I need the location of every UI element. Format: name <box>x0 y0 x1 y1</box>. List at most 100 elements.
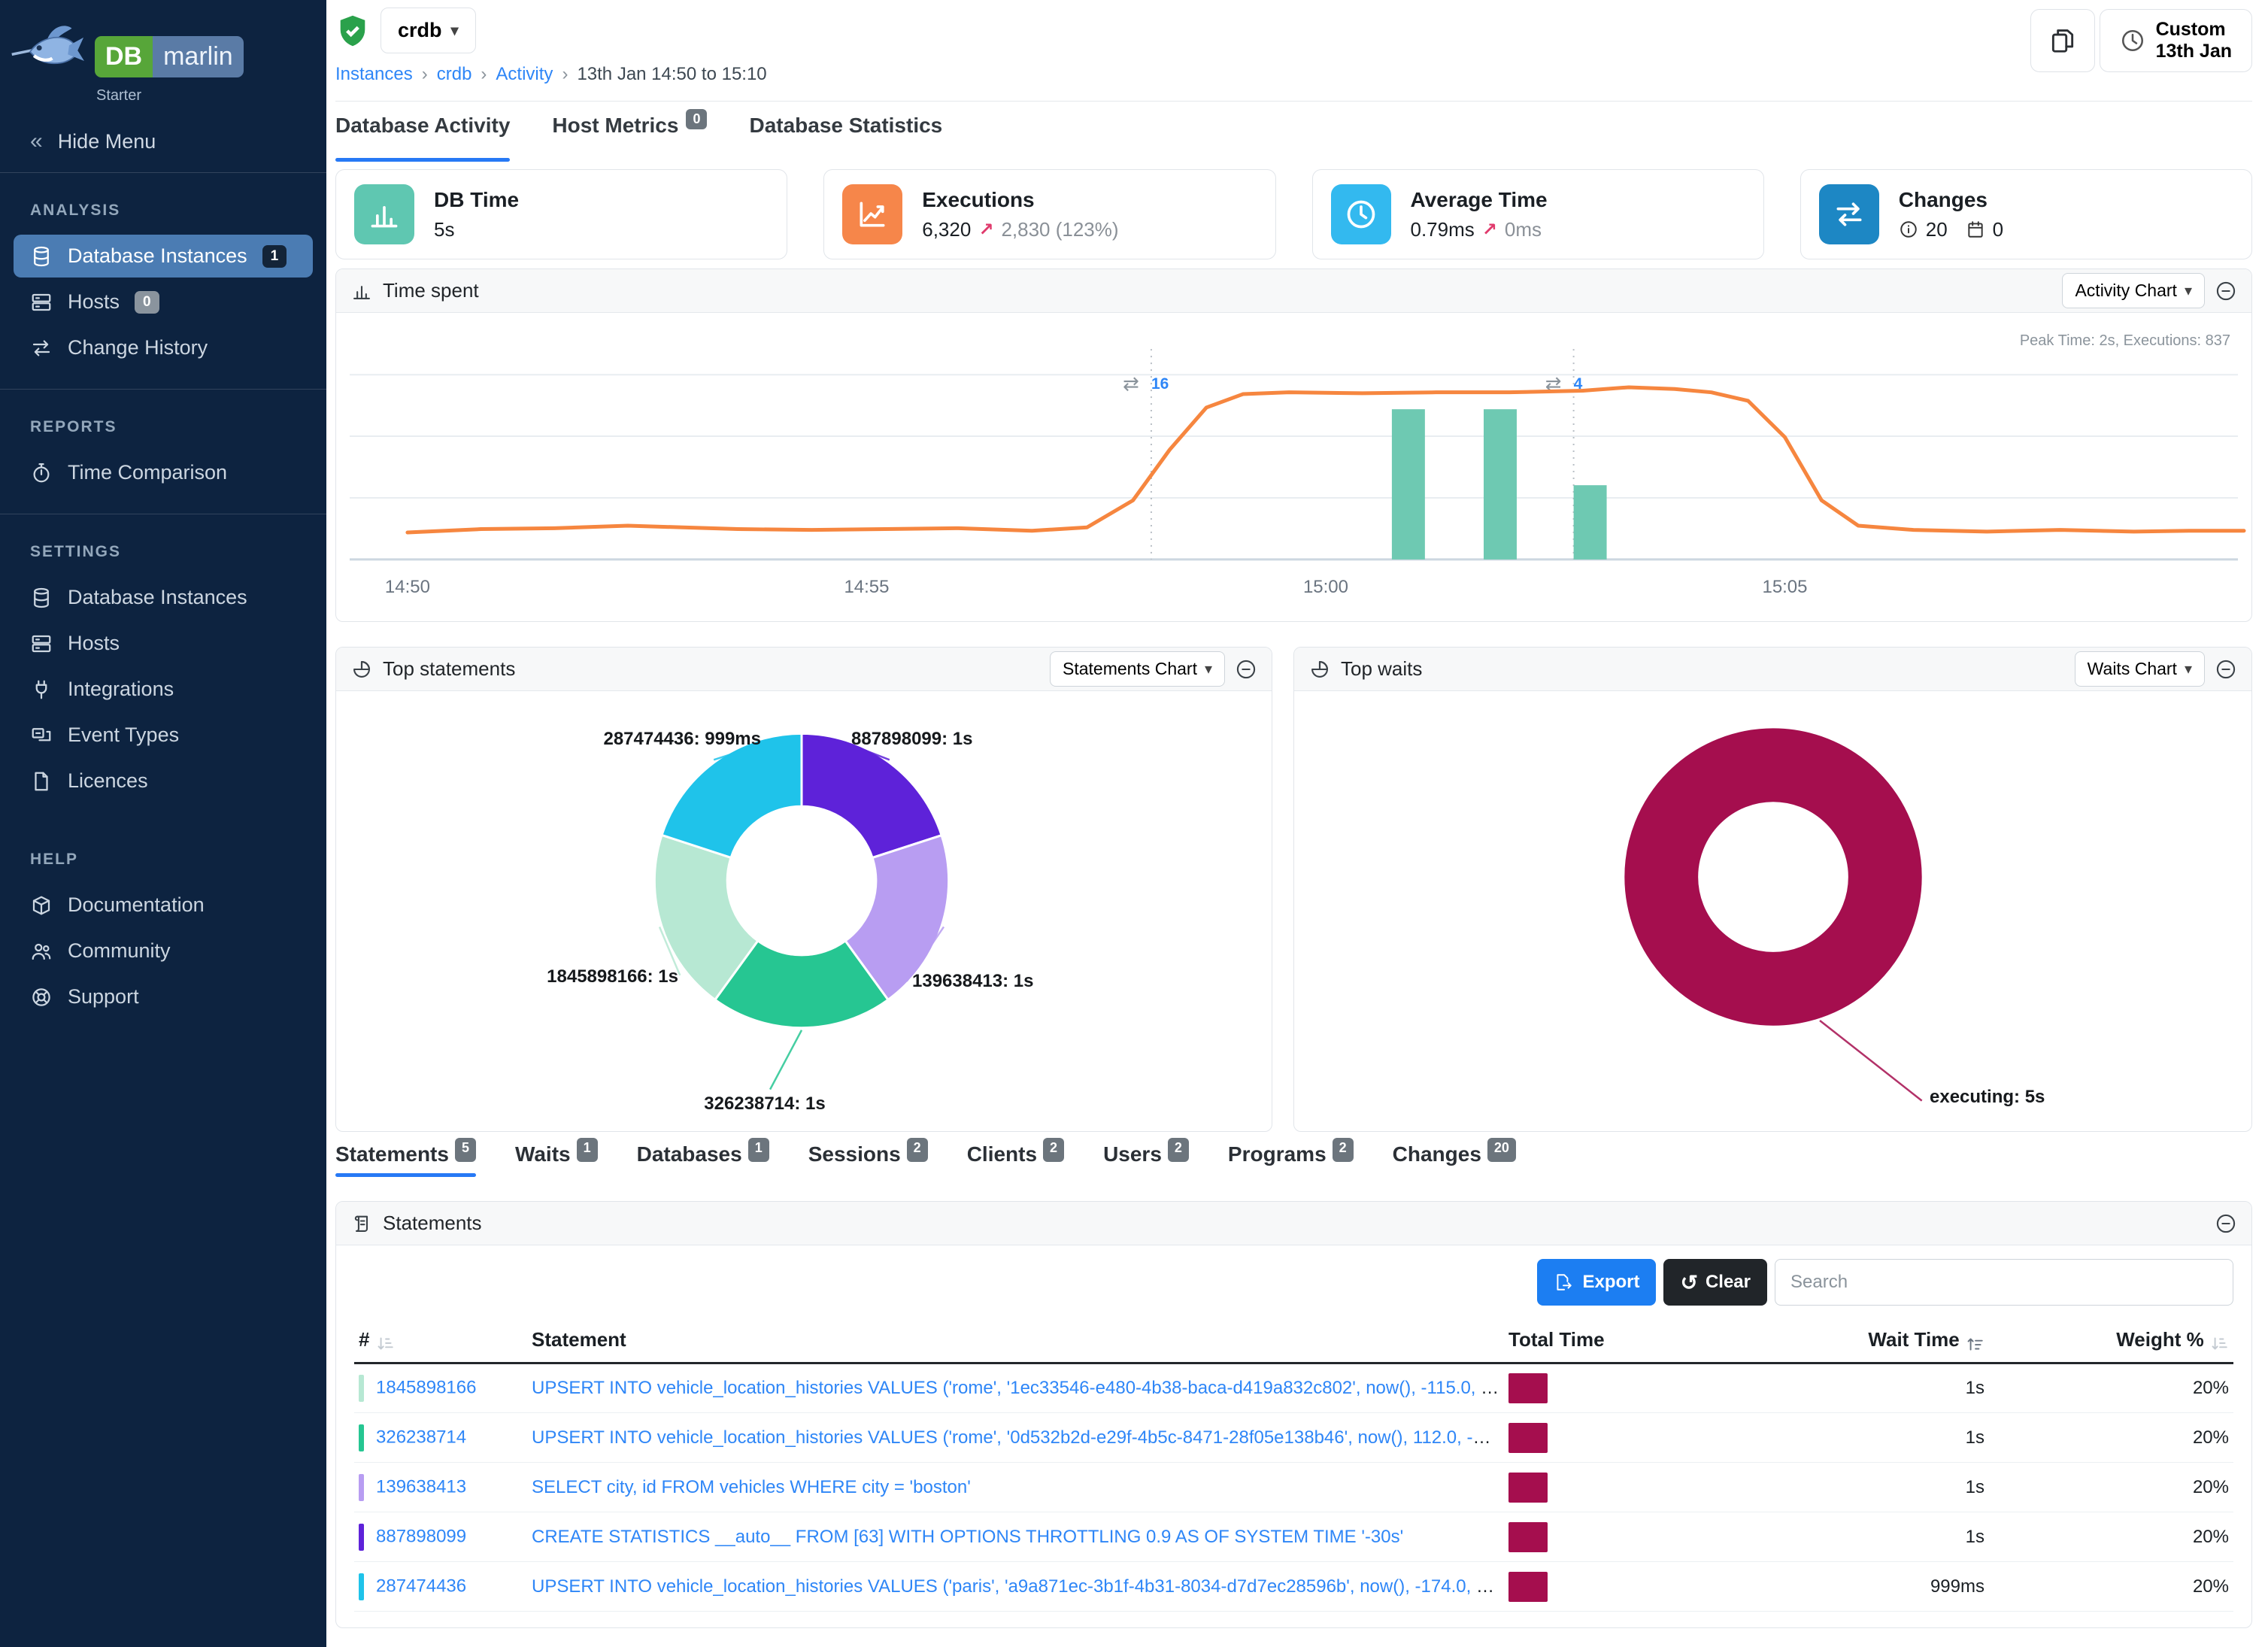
peak-note: Peak Time: 2s, Executions: 837 <box>2019 332 2230 349</box>
panel-title: Time spent <box>383 279 479 302</box>
statements-chart-selector[interactable]: Statements Chart ▾ <box>1049 651 1225 687</box>
statement-id-link[interactable]: 326238714 <box>376 1426 467 1447</box>
col-id[interactable]: # <box>354 1318 527 1364</box>
tab-waits[interactable]: Waits 1 <box>515 1138 598 1177</box>
statement-id-link[interactable]: 287474436 <box>376 1575 467 1596</box>
time-range-button[interactable]: Custom 13th Jan <box>2099 9 2252 72</box>
database-icon <box>30 245 53 268</box>
statement-link[interactable]: UPSERT INTO vehicle_location_histories V… <box>532 1427 1504 1448</box>
table-row: 326238714 UPSERT INTO vehicle_location_h… <box>354 1412 2233 1463</box>
sidebar-item-change-history[interactable]: Change History <box>14 326 313 369</box>
tab-clients[interactable]: Clients 2 <box>967 1138 1065 1177</box>
total-time-bar <box>1508 1521 1548 1552</box>
hide-menu-label: Hide Menu <box>57 129 156 153</box>
lifebuoy-icon <box>30 986 53 1009</box>
collapse-panel-icon[interactable] <box>2215 659 2236 680</box>
changes-event-count: 0 <box>1992 217 2004 241</box>
card-title: Executions <box>922 187 1035 211</box>
waits-donut[interactable] <box>1294 691 2251 1132</box>
card-executions: Executions 6,320 ↗ 2,830 (123%) <box>823 169 1276 259</box>
card-title: Changes <box>1898 187 1988 211</box>
sidebar-item-support[interactable]: Support <box>14 975 313 1018</box>
col-weight[interactable]: Weight % <box>1989 1318 2233 1364</box>
table-row: 139638413 SELECT city, id FROM vehicles … <box>354 1462 2233 1512</box>
sidebar-item-label: Hosts <box>68 290 120 313</box>
sidebar-item-licences[interactable]: Licences <box>14 760 313 802</box>
sidebar-item-community[interactable]: Community <box>14 930 313 972</box>
tab-changes[interactable]: Changes 20 <box>1393 1138 1516 1177</box>
card-db-time: DB Time 5s <box>335 169 788 259</box>
donut-label: 1845898166: 1s <box>547 966 678 987</box>
card-title: DB Time <box>434 187 520 211</box>
info-circle-icon <box>1899 220 1918 239</box>
time-spent-panel: Time spent Activity Chart ▾ Peak Time: 2… <box>335 268 2252 622</box>
statement-link[interactable]: CREATE STATISTICS __auto__ FROM [63] WIT… <box>532 1526 1404 1547</box>
waits-chart-selector[interactable]: Waits Chart ▾ <box>2074 651 2205 687</box>
chevron-down-icon: ▾ <box>2184 661 2192 678</box>
app-logo[interactable]: DB marlin <box>0 0 326 86</box>
sidebar-item-event-types[interactable]: Event Types <box>14 714 313 757</box>
tab-users[interactable]: Users 2 <box>1103 1138 1189 1177</box>
breadcrumb-crdb[interactable]: crdb <box>436 64 472 84</box>
sidebar-item-label: Database Instances <box>68 586 247 608</box>
collapse-panel-icon[interactable] <box>2215 281 2236 302</box>
time-spent-line-chart[interactable]: ⇄ 16 ⇄ 414:50 14:55 15:00 15:05 <box>336 313 2251 622</box>
tab-host-metrics[interactable]: Host Metrics 0 <box>552 109 708 162</box>
statement-id-link[interactable]: 887898099 <box>376 1525 467 1546</box>
tab-database-statistics[interactable]: Database Statistics <box>749 114 942 162</box>
people-icon <box>30 940 53 963</box>
clear-button[interactable]: ↺ Clear <box>1663 1259 1767 1306</box>
sidebar-item-hosts[interactable]: Hosts 0 <box>14 281 313 323</box>
card-value: 5s <box>434 217 455 241</box>
time-spent-chart: Peak Time: 2s, Executions: 837 ⇄ 16 ⇄ 4 14:5… <box>336 313 2251 622</box>
tab-statements[interactable]: Statements 5 <box>335 1138 476 1177</box>
top-statements-panel: Top statements Statements Chart ▾ 887898… <box>335 647 1272 1132</box>
col-statement[interactable]: Statement <box>527 1318 1504 1364</box>
sidebar-item-time-comparison[interactable]: Time Comparison <box>14 451 313 494</box>
wait-time-value: 1s <box>1748 1363 1989 1413</box>
pie-chart-icon <box>351 659 372 680</box>
collapse-panel-icon[interactable] <box>2215 1213 2236 1234</box>
statements-donut[interactable] <box>336 691 1272 1132</box>
export-button[interactable]: Export <box>1537 1259 1657 1306</box>
trend-up-icon: ↗ <box>1481 219 1497 240</box>
col-total-time[interactable]: Total Time <box>1504 1318 1748 1364</box>
statement-id-link[interactable]: 139638413 <box>376 1476 467 1497</box>
divider <box>0 389 326 390</box>
sidebar-item-database-instances[interactable]: Database Instances 1 <box>14 235 313 278</box>
brand-marlin: marlin <box>153 36 244 77</box>
wait-time-value: 1s <box>1748 1462 1989 1512</box>
donut-label: executing: 5s <box>1930 1087 2045 1107</box>
hide-menu-button[interactable]: « Hide Menu <box>0 114 326 172</box>
collapse-panel-icon[interactable] <box>1236 659 1257 680</box>
section-help: HELP <box>30 851 79 868</box>
sidebar-item-settings-database-instances[interactable]: Database Instances <box>14 576 313 619</box>
statement-link[interactable]: UPSERT INTO vehicle_location_histories V… <box>532 1576 1504 1597</box>
breadcrumb-activity[interactable]: Activity <box>496 64 553 84</box>
line-chart-icon <box>842 184 903 244</box>
wait-time-value: 1s <box>1748 1412 1989 1463</box>
section-reports: REPORTS <box>30 418 117 435</box>
tab-databases[interactable]: Databases 1 <box>637 1138 769 1177</box>
tab-database-activity[interactable]: Database Activity <box>335 114 511 162</box>
tags-icon <box>30 724 53 747</box>
weight-value: 20% <box>1989 1561 2233 1612</box>
breadcrumb-instances[interactable]: Instances <box>335 64 413 84</box>
statement-link[interactable]: SELECT city, id FROM vehicles WHERE city… <box>532 1476 971 1497</box>
copy-link-button[interactable] <box>2030 9 2095 72</box>
sidebar-item-label: Documentation <box>68 893 205 916</box>
sidebar-item-documentation[interactable]: Documentation <box>14 884 313 927</box>
search-input[interactable] <box>1775 1259 2233 1306</box>
weight-value: 20% <box>1989 1412 2233 1463</box>
sidebar-item-integrations[interactable]: Integrations <box>14 668 313 711</box>
statement-id-link[interactable]: 1845898166 <box>376 1377 477 1398</box>
activity-chart-selector[interactable]: Activity Chart ▾ <box>2062 273 2205 308</box>
col-wait-time[interactable]: Wait Time <box>1748 1318 1989 1364</box>
panel-title: Top waits <box>1341 657 1423 680</box>
tab-programs[interactable]: Programs 2 <box>1228 1138 1354 1177</box>
instance-selector[interactable]: crdb ▾ <box>381 8 476 53</box>
tab-sessions[interactable]: Sessions 2 <box>808 1138 928 1177</box>
sort-icon <box>1965 1334 1984 1354</box>
statement-link[interactable]: UPSERT INTO vehicle_location_histories V… <box>532 1378 1504 1398</box>
sidebar-item-settings-hosts[interactable]: Hosts <box>14 622 313 665</box>
